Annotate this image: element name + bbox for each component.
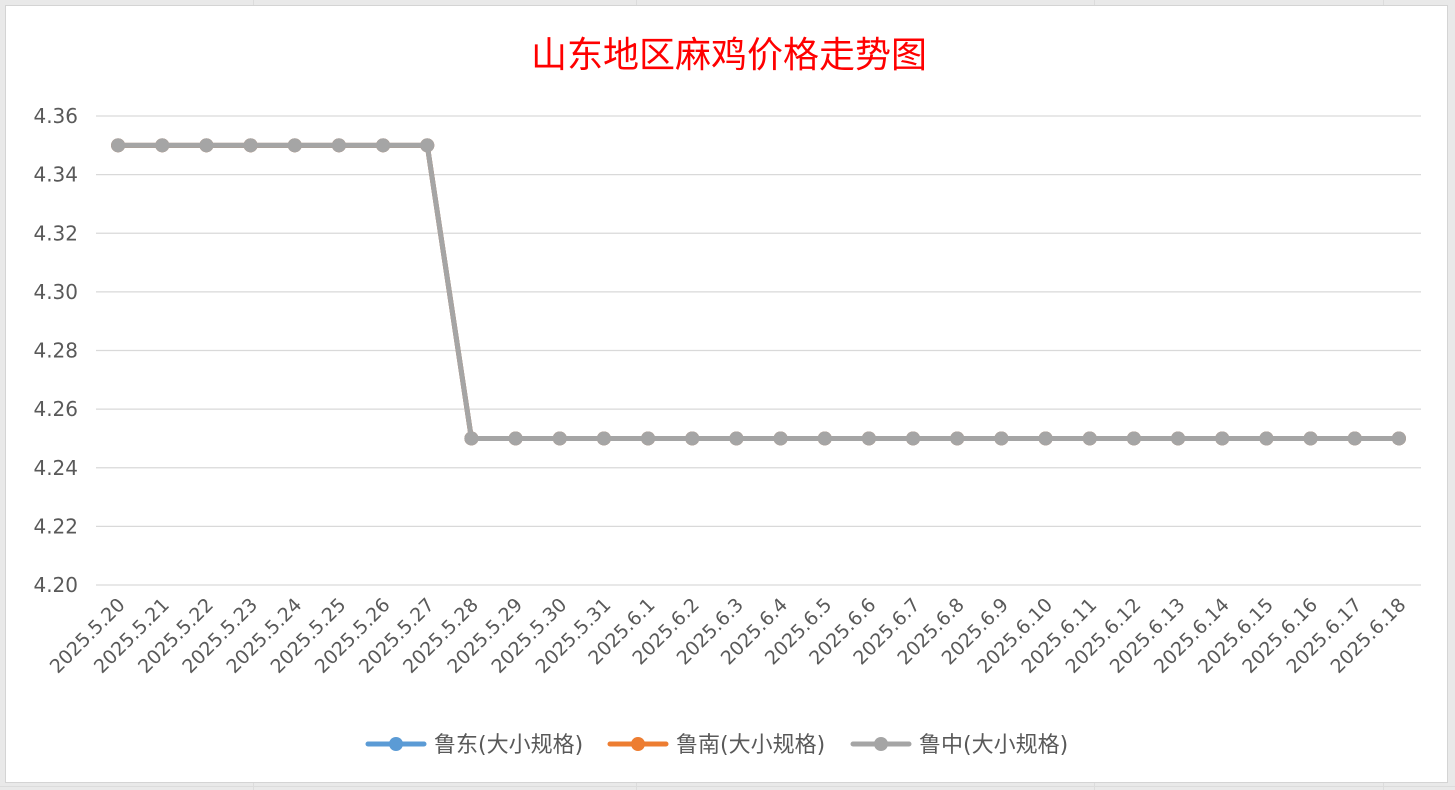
gridlines — [96, 115, 1421, 586]
data-point — [1391, 431, 1406, 446]
data-point — [420, 138, 435, 153]
sheet-gridline — [0, 786, 1455, 787]
data-point — [552, 431, 567, 446]
legend-label: 鲁南(大小规格) — [676, 733, 825, 758]
y-tick-label: 4.24 — [33, 456, 78, 480]
x-axis: 2025.5.202025.5.212025.5.222025.5.232025… — [46, 594, 1411, 678]
chart-area[interactable]: 山东地区麻鸡价格走势图 4.20 4.22 4.24 4.26 4.28 4.30 4.32… — [5, 5, 1448, 783]
legend-item[interactable]: 鲁中(大小规格) — [850, 733, 1068, 758]
legend-swatch-marker — [631, 737, 645, 751]
data-point — [994, 431, 1009, 446]
data-point — [1259, 431, 1274, 446]
data-point — [773, 431, 788, 446]
data-point — [685, 431, 700, 446]
legend-label: 鲁中(大小规格) — [919, 733, 1068, 758]
legend-item[interactable]: 鲁南(大小规格) — [607, 733, 825, 758]
legend-swatch-marker — [874, 737, 888, 751]
data-point — [331, 138, 346, 153]
series-3 — [111, 138, 1406, 446]
data-point — [906, 431, 921, 446]
data-point — [950, 431, 965, 446]
data-point — [641, 431, 656, 446]
y-tick-label: 4.28 — [33, 339, 78, 363]
chart-title: 山东地区麻鸡价格走势图 — [531, 35, 927, 76]
data-point — [464, 431, 479, 446]
data-point — [111, 138, 126, 153]
data-point — [1171, 431, 1186, 446]
line-chart: 山东地区麻鸡价格走势图 4.20 4.22 4.24 4.26 4.28 4.30 4.32… — [33, 35, 1421, 758]
data-point — [287, 138, 302, 153]
data-point — [817, 431, 832, 446]
y-tick-label: 4.30 — [33, 280, 78, 304]
legend[interactable]: 鲁东(大小规格) 鲁南(大小规格) 鲁中(大小规格) — [365, 733, 1068, 758]
series-line — [115, 142, 1402, 441]
y-tick-label: 4.34 — [33, 163, 78, 187]
data-point — [596, 431, 611, 446]
y-tick-label: 4.20 — [33, 573, 78, 597]
data-point — [155, 138, 170, 153]
legend-item[interactable]: 鲁东(大小规格) — [365, 733, 583, 758]
data-point — [861, 431, 876, 446]
data-point — [243, 138, 258, 153]
y-tick-label: 4.26 — [33, 397, 78, 421]
legend-label: 鲁东(大小规格) — [434, 733, 583, 758]
data-point — [1303, 431, 1318, 446]
data-point — [1126, 431, 1141, 446]
y-tick-label: 4.32 — [33, 221, 78, 245]
data-point — [1347, 431, 1362, 446]
data-point — [1038, 431, 1053, 446]
data-point — [199, 138, 214, 153]
data-point — [1215, 431, 1230, 446]
y-tick-label: 4.36 — [33, 104, 78, 128]
y-axis: 4.20 4.22 4.24 4.26 4.28 4.30 4.32 4.34 4.36 — [33, 104, 78, 597]
data-point — [729, 431, 744, 446]
y-tick-label: 4.22 — [33, 514, 78, 538]
data-point — [376, 138, 391, 153]
plot-series — [111, 138, 1406, 446]
data-point — [1082, 431, 1097, 446]
legend-swatch-marker — [389, 737, 403, 751]
data-point — [508, 431, 523, 446]
